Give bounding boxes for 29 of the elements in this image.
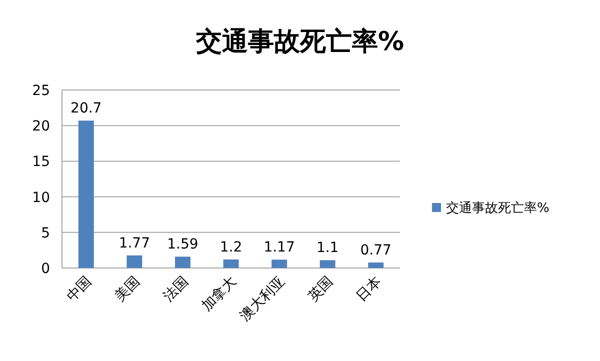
x-tick-label: 美国 (112, 274, 144, 305)
data-label: 1.2 (220, 239, 242, 256)
data-label: 1.1 (316, 240, 339, 256)
y-tick-label: 10 (32, 190, 50, 206)
legend-label: 交通事故死亡率% (446, 200, 550, 216)
data-label: 20.7 (70, 100, 102, 117)
y-tick-label: 15 (32, 154, 50, 170)
chart-title: 交通事故死亡率% (194, 27, 404, 57)
x-tick-label: 法国 (160, 274, 192, 305)
bar (320, 260, 336, 268)
data-label: 0.77 (360, 242, 392, 259)
bar (78, 120, 94, 268)
x-tick-label: 英国 (305, 274, 336, 305)
bar (272, 260, 288, 268)
y-tick-label: 0 (41, 261, 50, 277)
x-tick-label: 澳大利亚 (237, 274, 288, 324)
data-label: 1.77 (118, 235, 150, 252)
bar (126, 255, 142, 268)
data-label: 1.59 (167, 236, 198, 253)
y-tick-label: 5 (41, 225, 50, 242)
data-label: 1.17 (264, 240, 295, 256)
x-tick-label: 中国 (64, 274, 95, 305)
bar (368, 262, 384, 268)
bar (223, 259, 239, 268)
y-tick-label: 25 (32, 83, 50, 99)
bar (174, 256, 190, 268)
y-tick-label: 20 (32, 118, 50, 135)
x-tick-label: 加拿大 (198, 274, 240, 315)
x-tick-label: 日本 (354, 274, 385, 305)
